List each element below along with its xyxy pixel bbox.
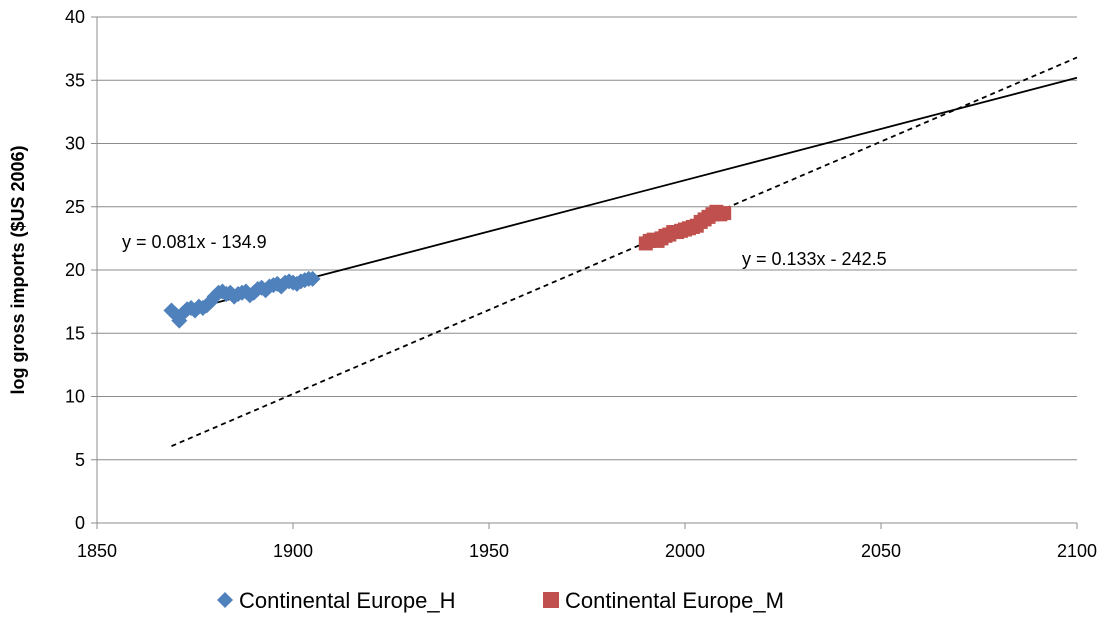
axes [91, 16, 1078, 529]
y-tick-label: 40 [65, 7, 85, 27]
x-tick-label: 1950 [469, 541, 509, 561]
trendline [171, 76, 1078, 316]
x-tick-label: 2000 [665, 541, 705, 561]
y-tick-label: 30 [65, 134, 85, 154]
y-tick-label: 35 [65, 70, 85, 90]
y-tick-label: 10 [65, 387, 85, 407]
x-tick-label: 2100 [1057, 541, 1097, 561]
y-tick-label: 25 [65, 197, 85, 217]
x-tick-label: 1900 [273, 541, 313, 561]
legend-label: Continental Europe_H [239, 588, 455, 613]
y-axis-title: log gross imports ($US 2006) [8, 145, 28, 394]
x-tick-label: 2050 [861, 541, 901, 561]
trendline-equation: y = 0.133x - 242.5 [742, 249, 887, 269]
legend-marker-square [543, 592, 559, 608]
y-tick-labels: 0 5 10 15 20 25 30 35 40 [65, 7, 85, 533]
data-points [163, 204, 732, 329]
trendline [171, 56, 1078, 447]
data-point [304, 270, 321, 287]
data-point [717, 206, 732, 221]
y-tick-label: 0 [75, 513, 85, 533]
y-tick-label: 20 [65, 260, 85, 280]
legend-label: Continental Europe_M [565, 588, 784, 613]
x-tick-label: 1850 [77, 541, 117, 561]
trendline-equation: y = 0.081x - 134.9 [122, 232, 267, 252]
legend-marker-diamond [217, 592, 233, 608]
trendlines [171, 56, 1078, 447]
trendline-equations: y = 0.081x - 134.9 y = 0.133x - 242.5 [122, 232, 887, 269]
gridlines [97, 16, 1077, 461]
legend: Continental Europe_H Continental Europe_M [217, 588, 784, 613]
x-tick-labels: 1850 1900 1950 2000 2050 2100 [77, 541, 1097, 561]
y-tick-label: 15 [65, 323, 85, 343]
y-tick-label: 5 [75, 450, 85, 470]
